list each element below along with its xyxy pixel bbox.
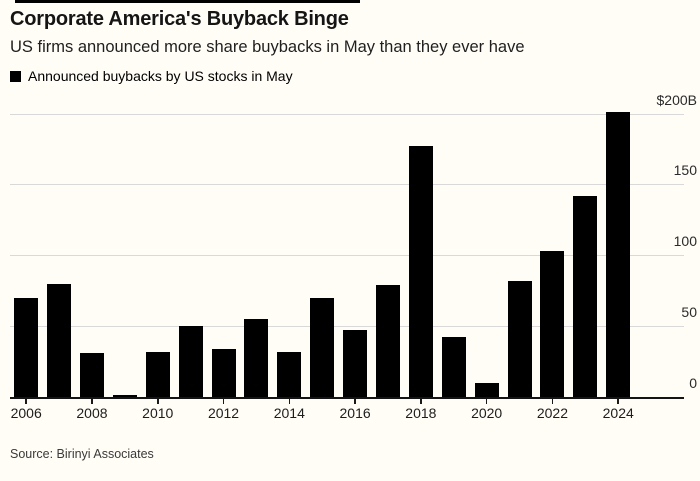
y-axis-label-50: 50 <box>681 304 697 321</box>
bar-2022 <box>540 250 565 397</box>
y-axis-label-200: $200B <box>656 91 697 108</box>
legend-square-icon <box>10 70 21 82</box>
x-axis-label-2016: 2016 <box>339 405 371 421</box>
y-axis-label-100: 100 <box>673 233 697 250</box>
bar-2013 <box>244 319 269 397</box>
bar-2016 <box>343 330 368 397</box>
bar-2017 <box>375 285 400 397</box>
bar-2021 <box>507 280 532 397</box>
x-axis-line <box>10 397 684 399</box>
x-tick-2018 <box>420 399 422 404</box>
bar-2008 <box>79 353 104 397</box>
x-axis-label-2012: 2012 <box>207 405 240 421</box>
x-tick-2024 <box>617 399 619 404</box>
legend-label: Announced buybacks by US stocks in May <box>28 68 293 84</box>
bar-2012 <box>211 348 236 397</box>
bar-2024 <box>606 112 631 397</box>
x-tick-2020 <box>485 399 488 404</box>
bar-2015 <box>310 297 335 397</box>
top-border-rule <box>15 0 360 3</box>
x-axis-label-2008: 2008 <box>76 405 108 421</box>
y-axis-label-0: 0 <box>689 375 697 391</box>
bar-2007 <box>47 283 72 397</box>
bar-2006 <box>14 297 39 397</box>
bar-2019 <box>441 337 466 397</box>
bar-2011 <box>178 326 203 397</box>
source-note: Source: Birinyi Associates <box>10 447 154 461</box>
gridline-150 <box>10 184 684 186</box>
x-axis-label-2018: 2018 <box>405 405 437 421</box>
x-tick-2022 <box>551 399 554 404</box>
x-tick-2016 <box>354 399 356 404</box>
gridline-100 <box>10 255 684 257</box>
x-axis-label-2020: 2020 <box>471 405 503 421</box>
y-axis-label-150: 150 <box>673 162 697 179</box>
bar-2014 <box>277 351 302 397</box>
x-axis-label-2010: 2010 <box>142 405 174 421</box>
x-tick-2010 <box>157 399 159 404</box>
x-axis-label-2014: 2014 <box>273 405 305 421</box>
x-axis-label-2006: 2006 <box>10 405 42 421</box>
legend: Announced buybacks by US stocks in May <box>10 68 293 84</box>
gridline-200 <box>10 113 684 115</box>
bar-2009 <box>112 395 137 397</box>
x-tick-2008 <box>91 399 93 404</box>
gridline-50 <box>10 326 684 328</box>
bar-2020 <box>474 382 499 397</box>
x-tick-2012 <box>222 399 225 404</box>
x-axis-label-2022: 2022 <box>536 405 569 421</box>
x-tick-2006 <box>25 399 27 404</box>
x-tick-2014 <box>288 399 291 404</box>
chart-subtitle: US firms announced more share buybacks i… <box>10 38 525 56</box>
bar-2010 <box>145 351 170 397</box>
x-axis-label-2024: 2024 <box>602 405 634 421</box>
bar-2018 <box>408 146 433 397</box>
chart-title: Corporate America's Buyback Binge <box>10 8 349 30</box>
bar-2023 <box>573 195 598 397</box>
